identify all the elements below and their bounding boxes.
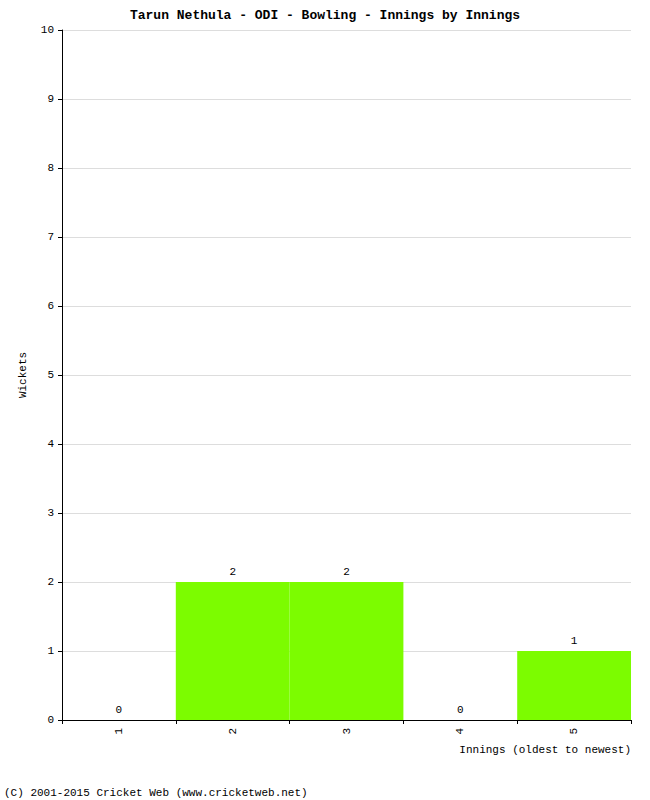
svg-text:3: 3 xyxy=(47,507,54,519)
svg-text:2: 2 xyxy=(229,566,236,578)
svg-text:7: 7 xyxy=(47,231,54,243)
svg-text:2: 2 xyxy=(47,576,54,588)
svg-text:1: 1 xyxy=(571,635,578,647)
svg-text:9: 9 xyxy=(47,93,54,105)
svg-text:3: 3 xyxy=(341,728,353,735)
svg-text:(C) 2001-2015 Cricket Web (www: (C) 2001-2015 Cricket Web (www.cricketwe… xyxy=(4,787,308,799)
svg-text:5: 5 xyxy=(568,728,580,735)
svg-text:1: 1 xyxy=(113,728,125,735)
svg-text:Wickets: Wickets xyxy=(17,352,29,398)
svg-text:0: 0 xyxy=(457,704,464,716)
svg-text:6: 6 xyxy=(47,300,54,312)
svg-text:1: 1 xyxy=(47,645,54,657)
svg-text:4: 4 xyxy=(454,728,466,735)
svg-text:Innings (oldest to newest): Innings (oldest to newest) xyxy=(459,744,631,756)
svg-text:5: 5 xyxy=(47,369,54,381)
svg-text:0: 0 xyxy=(116,704,123,716)
svg-text:8: 8 xyxy=(47,162,54,174)
svg-text:10: 10 xyxy=(41,24,54,36)
svg-text:2: 2 xyxy=(343,566,350,578)
svg-text:Tarun Nethula - ODI - Bowling: Tarun Nethula - ODI - Bowling - Innings … xyxy=(130,8,520,23)
svg-text:4: 4 xyxy=(47,438,54,450)
svg-text:2: 2 xyxy=(227,728,239,735)
svg-text:0: 0 xyxy=(47,714,54,726)
